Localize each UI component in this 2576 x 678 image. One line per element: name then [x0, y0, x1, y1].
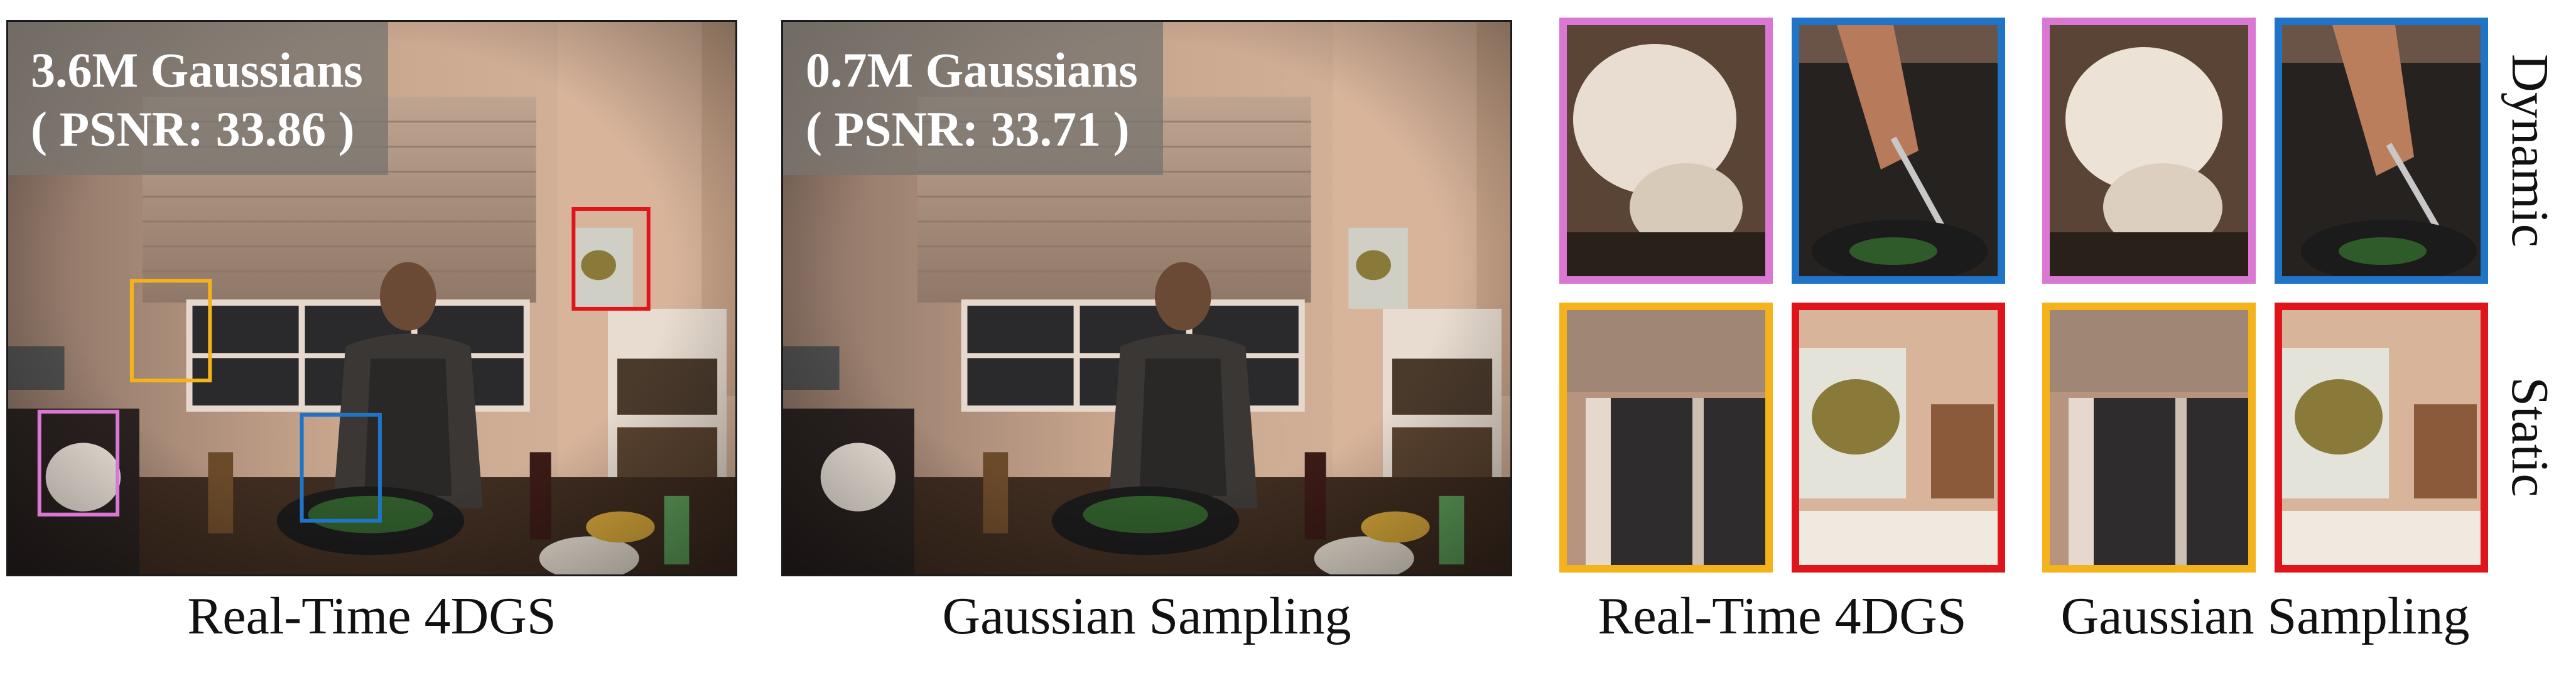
crop-static-painting-sampling: [2275, 303, 2488, 573]
row-label-dynamic: Dynamic: [2501, 54, 2559, 247]
gaussian-count-overlay: 3.6M Gaussians ( PSNR: 33.86 ): [8, 22, 388, 175]
render-panel-realtime-4dgs: 3.6M Gaussians ( PSNR: 33.86 ): [6, 20, 737, 576]
gaussian-count-text: 3.6M Gaussians: [31, 43, 363, 97]
crop-dynamic-hand-realtime: [1792, 18, 2005, 284]
caption-crops-gaussian-sampling: Gaussian Sampling: [2060, 587, 2470, 645]
dog-toy-closeup: [1567, 25, 1765, 276]
caption-crops-realtime-4dgs: Real-Time 4DGS: [1598, 587, 1967, 645]
crop-static-painting-realtime: [1792, 303, 2005, 573]
crop-static-window-sampling: [2042, 303, 2256, 573]
caption-gaussian-sampling: Gaussian Sampling: [942, 587, 1351, 645]
crop-dynamic-dog-sampling: [2042, 18, 2256, 284]
hand-tongs-closeup: [1799, 25, 1998, 276]
painting-closeup: [1799, 310, 1998, 565]
window-closeup: [1567, 310, 1765, 565]
kitchen-scene-image: [783, 22, 1510, 574]
crop-dynamic-hand-sampling: [2275, 18, 2488, 284]
psnr-text: ( PSNR: 33.86 ): [31, 102, 355, 156]
gaussian-count-overlay: 0.7M Gaussians ( PSNR: 33.71 ): [783, 22, 1163, 175]
crop-dynamic-dog-realtime: [1559, 18, 1773, 284]
dog-toy-closeup: [2050, 25, 2248, 276]
gaussian-count-text: 0.7M Gaussians: [806, 43, 1138, 97]
psnr-text: ( PSNR: 33.71 ): [806, 102, 1130, 156]
render-panel-gaussian-sampling: 0.7M Gaussians ( PSNR: 33.71 ): [781, 20, 1512, 576]
caption-realtime-4dgs: Real-Time 4DGS: [187, 587, 556, 645]
crop-static-window-realtime: [1559, 303, 1773, 573]
window-closeup: [2050, 310, 2248, 565]
painting-closeup: [2282, 310, 2481, 565]
hand-tongs-closeup: [2282, 25, 2481, 276]
row-label-static: Static: [2501, 377, 2559, 497]
